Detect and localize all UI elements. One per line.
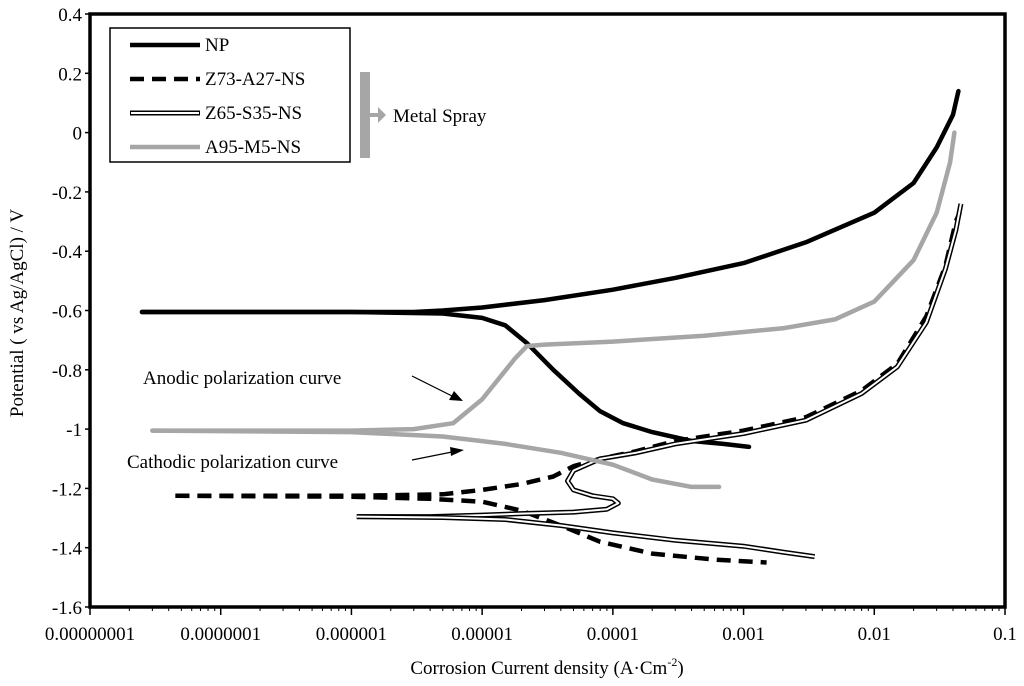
x-tick-label: 0.0001 xyxy=(587,624,639,645)
x-tick-label: 0.0000001 xyxy=(180,624,261,645)
curves xyxy=(139,88,964,565)
y-tick-label: 0 xyxy=(73,124,83,145)
x-tick-label: 0.001 xyxy=(722,624,765,645)
annotation-anodic-arrow xyxy=(411,375,453,397)
y-tick-label: -1.6 xyxy=(52,598,82,619)
x-tick-label: 0.000001 xyxy=(316,624,387,645)
y-tick-label: -1 xyxy=(66,420,82,441)
annotation-anodic-arrowhead xyxy=(449,391,463,401)
x-tick-label: 0.01 xyxy=(858,624,891,645)
x-tick-label: 0.1 xyxy=(993,624,1017,645)
curve-a95-m5-ns-anodic xyxy=(150,130,957,433)
y-tick-label: -0.2 xyxy=(52,183,82,204)
annotation-cathodic-arrow xyxy=(411,451,453,461)
metal-spray-label: Metal Spray xyxy=(393,106,487,127)
y-tick-label: -0.6 xyxy=(52,302,82,323)
legend-label-np: NP xyxy=(205,35,229,56)
annotation-anodic: Anodic polarization curve xyxy=(143,368,341,389)
metal-spray-arrowhead xyxy=(378,107,386,123)
x-tick-label: 0.00000001 xyxy=(45,624,135,645)
x-axis-label-close: ) xyxy=(677,658,683,679)
x-axis-ticks: 0.00000001 0.0000001 0.000001 0.00001 0.0001… xyxy=(45,607,1017,645)
y-tick-label: 0.4 xyxy=(58,5,82,26)
annotations: Anodic polarization curve Cathodic polar… xyxy=(127,368,464,473)
legend-label-a95: A95-M5-NS xyxy=(205,137,301,158)
curve-z65-s35-ns-cathodic-inner xyxy=(356,515,815,558)
legend-label-z73: Z73-A27-NS xyxy=(205,69,305,90)
annotation-cathodic-arrowhead xyxy=(450,447,464,456)
y-tick-label: -1.4 xyxy=(52,539,83,560)
y-tick-label: -1.2 xyxy=(52,479,82,500)
y-tick-label: -0.8 xyxy=(52,361,82,382)
x-tick-label: 0.00001 xyxy=(451,624,513,645)
legend: NP Z73-A27-NS Z65-S35-NS A95-M5-NS Metal… xyxy=(109,27,487,163)
y-axis-ticks: 0.4 0.2 0 -0.2 -0.4 -0.6 -0.8 -1 -1.2 -1.4 -1.6 xyxy=(52,5,90,619)
annotation-cathodic: Cathodic polarization curve xyxy=(127,452,338,473)
legend-box xyxy=(109,27,351,163)
legend-label-z65: Z65-S35-NS xyxy=(205,103,302,124)
y-tick-label: 0.2 xyxy=(58,64,82,85)
curve-z73-a27-ns-cathodic xyxy=(175,493,767,565)
x-axis-label-main: Corrosion Current density (A·Cm xyxy=(410,658,667,679)
x-axis-label-sup: -2 xyxy=(667,655,677,669)
y-tick-label: -0.4 xyxy=(52,242,83,263)
curve-z65-s35-ns-anodic-inner xyxy=(356,203,962,518)
metal-spray-bracket xyxy=(360,72,370,158)
y-axis-label: Potential ( vs Ag/AgCl) / V xyxy=(7,209,28,417)
x-axis-label: Corrosion Current density (A·Cm-2) xyxy=(410,655,683,679)
curve-a95-m5-ns-cathodic xyxy=(150,428,722,490)
